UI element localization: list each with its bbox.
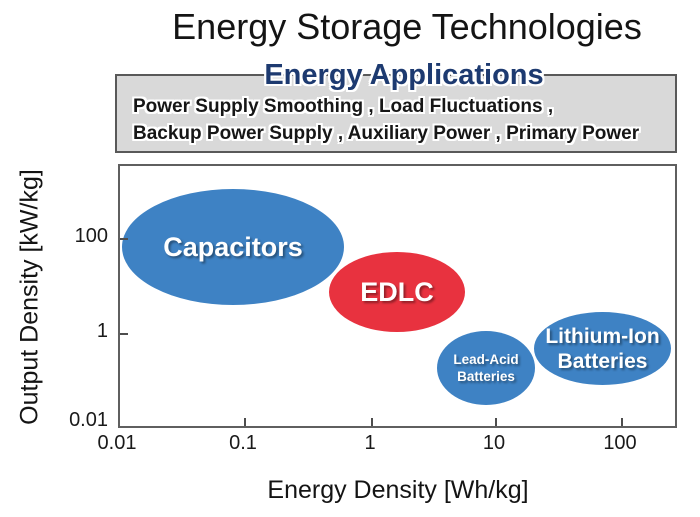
applications-line-1: Power Supply Smoothing , Load Fluctuatio… <box>133 96 554 117</box>
x-tick-label-0.1: 0.1 <box>229 432 257 454</box>
x-axis-title: Energy Density [Wh/kg] <box>267 476 529 504</box>
lithium-ion-ellipse: Lithium-Ion Batteries <box>534 312 671 385</box>
lithium-ion-label-line1: Lithium-Ion <box>545 324 660 348</box>
lead-acid-label-line2: Batteries <box>457 369 515 384</box>
y-tick-label-0.01: 0.01 <box>69 409 108 431</box>
y-tick-label-100: 100 <box>74 225 108 247</box>
y-tickmark-100 <box>120 238 128 240</box>
y-tickmark-1 <box>120 333 128 335</box>
edlc-ellipse: EDLC <box>329 252 465 332</box>
capacitors-label: Capacitors <box>163 231 303 262</box>
energy-applications-text: Power Supply Smoothing , Load Fluctuatio… <box>133 93 673 147</box>
x-tick-label-100: 100 <box>603 432 637 454</box>
x-tickmark-10 <box>495 418 497 426</box>
page-title: Energy Storage Technologies <box>172 6 642 47</box>
energy-applications-box <box>115 74 677 153</box>
lead-acid-ellipse: Lead-Acid Batteries <box>437 331 535 405</box>
x-tickmark-0.1 <box>244 418 246 426</box>
capacitors-ellipse: Capacitors <box>122 189 344 305</box>
y-tick-label-1: 1 <box>96 320 108 342</box>
energy-applications-heading: Energy Applications <box>264 59 544 91</box>
y-axis-title: Output Density [kW/kg] <box>15 169 44 425</box>
x-tick-label-10: 10 <box>482 432 506 454</box>
x-tick-label-0.01: 0.01 <box>97 432 137 454</box>
lithium-ion-label-line2: Batteries <box>557 349 648 373</box>
lead-acid-label-line1: Lead-Acid <box>453 352 519 367</box>
plot-area: Capacitors EDLC Lead-Acid Batteries Lith… <box>118 164 677 428</box>
edlc-label: EDLC <box>360 276 434 307</box>
x-tickmark-1 <box>371 418 373 426</box>
applications-line-2: Backup Power Supply , Auxiliary Power , … <box>133 123 640 144</box>
x-tick-label-1: 1 <box>364 432 376 454</box>
x-tickmark-100 <box>621 418 623 426</box>
